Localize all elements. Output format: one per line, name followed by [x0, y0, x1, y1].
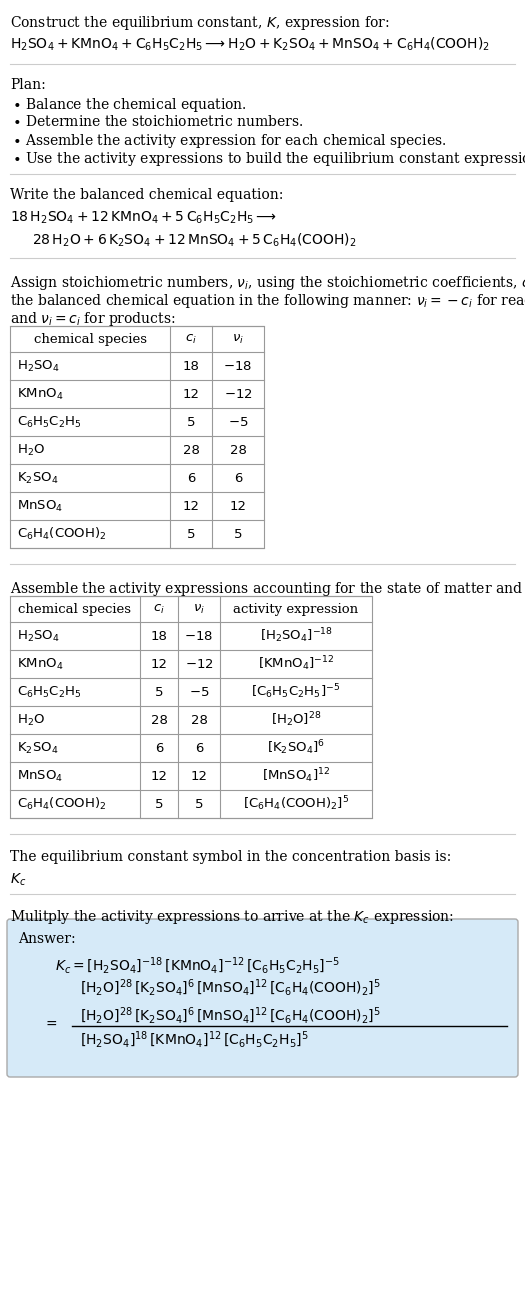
- Text: $[\mathrm{H_2O}]^{28}\,[\mathrm{K_2SO_4}]^6\,[\mathrm{MnSO_4}]^{12}\,[\mathrm{C_: $[\mathrm{H_2O}]^{28}\,[\mathrm{K_2SO_4}…: [80, 978, 381, 999]
- Text: 12: 12: [151, 657, 167, 670]
- Text: Assign stoichiometric numbers, $\nu_i$, using the stoichiometric coefficients, $: Assign stoichiometric numbers, $\nu_i$, …: [10, 274, 525, 292]
- Text: $K_c$: $K_c$: [10, 872, 26, 889]
- Text: 6: 6: [155, 741, 163, 754]
- Text: 12: 12: [183, 387, 200, 401]
- Text: $\mathrm{H_2SO_4 + KMnO_4 + C_6H_5C_2H_5 \longrightarrow H_2O + K_2SO_4 + MnSO_4: $\mathrm{H_2SO_4 + KMnO_4 + C_6H_5C_2H_5…: [10, 36, 490, 53]
- Text: 5: 5: [195, 797, 203, 810]
- Text: $\mathrm{18\,H_2SO_4 + 12\,KMnO_4 + 5\,C_6H_5C_2H_5 \longrightarrow}$: $\mathrm{18\,H_2SO_4 + 12\,KMnO_4 + 5\,C…: [10, 210, 277, 226]
- Text: $\mathrm{C_6H_4(COOH)_2}$: $\mathrm{C_6H_4(COOH)_2}$: [17, 525, 107, 542]
- Text: 28: 28: [183, 444, 200, 457]
- Text: Mulitply the activity expressions to arrive at the $K_c$ expression:: Mulitply the activity expressions to arr…: [10, 908, 454, 927]
- Text: Construct the equilibrium constant, $K$, expression for:: Construct the equilibrium constant, $K$,…: [10, 14, 390, 32]
- Text: 5: 5: [187, 415, 195, 428]
- Text: 18: 18: [183, 360, 200, 373]
- Text: 28: 28: [151, 713, 167, 726]
- Text: Assemble the activity expressions accounting for the state of matter and $\nu_i$: Assemble the activity expressions accoun…: [10, 580, 525, 598]
- Text: $[\mathrm{K_2SO_4}]^6$: $[\mathrm{K_2SO_4}]^6$: [267, 739, 325, 757]
- Text: the balanced chemical equation in the following manner: $\nu_i = -c_i$ for react: the balanced chemical equation in the fo…: [10, 292, 525, 311]
- Text: $-18$: $-18$: [184, 629, 214, 643]
- Text: 5: 5: [187, 528, 195, 541]
- Text: $[\mathrm{H_2SO_4}]^{18}\,[\mathrm{KMnO_4}]^{12}\,[\mathrm{C_6H_5C_2H_5}]^5$: $[\mathrm{H_2SO_4}]^{18}\,[\mathrm{KMnO_…: [80, 1030, 309, 1051]
- Text: 12: 12: [229, 499, 247, 512]
- Text: $-12$: $-12$: [185, 657, 213, 670]
- Text: $\mathrm{KMnO_4}$: $\mathrm{KMnO_4}$: [17, 656, 64, 672]
- Text: $K_c = [\mathrm{H_2SO_4}]^{-18}\,[\mathrm{KMnO_4}]^{-12}\,[\mathrm{C_6H_5C_2H_5}: $K_c = [\mathrm{H_2SO_4}]^{-18}\,[\mathr…: [55, 956, 340, 977]
- Text: 6: 6: [234, 471, 242, 484]
- Text: Answer:: Answer:: [18, 932, 76, 946]
- Text: $\mathrm{C_6H_5C_2H_5}$: $\mathrm{C_6H_5C_2H_5}$: [17, 414, 82, 430]
- Text: $[\mathrm{C_6H_5C_2H_5}]^{-5}$: $[\mathrm{C_6H_5C_2H_5}]^{-5}$: [251, 683, 341, 701]
- Text: $-5$: $-5$: [228, 415, 248, 428]
- Text: $[\mathrm{KMnO_4}]^{-12}$: $[\mathrm{KMnO_4}]^{-12}$: [258, 655, 334, 673]
- Text: $-18$: $-18$: [224, 360, 253, 373]
- Text: $\mathrm{H_2O}$: $\mathrm{H_2O}$: [17, 443, 45, 458]
- Text: $\mathrm{MnSO_4}$: $\mathrm{MnSO_4}$: [17, 498, 63, 514]
- Text: 28: 28: [191, 713, 207, 726]
- Text: $\mathrm{MnSO_4}$: $\mathrm{MnSO_4}$: [17, 769, 63, 784]
- Text: $\mathrm{KMnO_4}$: $\mathrm{KMnO_4}$: [17, 387, 64, 401]
- Text: activity expression: activity expression: [234, 603, 359, 616]
- Text: $[\mathrm{H_2O}]^{28}$: $[\mathrm{H_2O}]^{28}$: [271, 710, 321, 730]
- Text: $\mathrm{K_2SO_4}$: $\mathrm{K_2SO_4}$: [17, 471, 58, 485]
- Text: $-12$: $-12$: [224, 387, 253, 401]
- Bar: [10, 597, 372, 818]
- Text: $\mathrm{C_6H_4(COOH)_2}$: $\mathrm{C_6H_4(COOH)_2}$: [17, 796, 107, 813]
- Text: and $\nu_i = c_i$ for products:: and $\nu_i = c_i$ for products:: [10, 311, 175, 327]
- Text: chemical species: chemical species: [34, 333, 146, 345]
- Text: $[\mathrm{H_2O}]^{28}\,[\mathrm{K_2SO_4}]^6\,[\mathrm{MnSO_4}]^{12}\,[\mathrm{C_: $[\mathrm{H_2O}]^{28}\,[\mathrm{K_2SO_4}…: [80, 1005, 381, 1026]
- Text: 18: 18: [151, 629, 167, 643]
- Text: $=$: $=$: [43, 1016, 58, 1030]
- Text: 6: 6: [187, 471, 195, 484]
- Text: 5: 5: [234, 528, 242, 541]
- Text: Plan:: Plan:: [10, 78, 46, 92]
- Text: 6: 6: [195, 741, 203, 754]
- Text: 5: 5: [155, 797, 163, 810]
- Text: $\bullet$ Assemble the activity expression for each chemical species.: $\bullet$ Assemble the activity expressi…: [12, 132, 446, 150]
- Text: $\mathrm{H_2SO_4}$: $\mathrm{H_2SO_4}$: [17, 358, 60, 374]
- Text: $\bullet$ Balance the chemical equation.: $\bullet$ Balance the chemical equation.: [12, 96, 247, 114]
- Text: $\mathrm{C_6H_5C_2H_5}$: $\mathrm{C_6H_5C_2H_5}$: [17, 685, 82, 700]
- Text: 12: 12: [191, 770, 207, 783]
- Text: $-5$: $-5$: [189, 686, 209, 699]
- Text: $\mathrm{K_2SO_4}$: $\mathrm{K_2SO_4}$: [17, 740, 58, 756]
- Bar: [10, 326, 264, 547]
- Text: $\bullet$ Use the activity expressions to build the equilibrium constant express: $\bullet$ Use the activity expressions t…: [12, 150, 525, 168]
- Text: $[\mathrm{MnSO_4}]^{12}$: $[\mathrm{MnSO_4}]^{12}$: [262, 766, 330, 785]
- Text: $\bullet$ Determine the stoichiometric numbers.: $\bullet$ Determine the stoichiometric n…: [12, 114, 303, 129]
- Text: $\nu_i$: $\nu_i$: [232, 333, 244, 345]
- Text: $\nu_i$: $\nu_i$: [193, 603, 205, 616]
- Text: 12: 12: [151, 770, 167, 783]
- Text: $[\mathrm{H_2SO_4}]^{-18}$: $[\mathrm{H_2SO_4}]^{-18}$: [259, 626, 332, 646]
- FancyBboxPatch shape: [7, 919, 518, 1077]
- Text: Write the balanced chemical equation:: Write the balanced chemical equation:: [10, 188, 284, 202]
- Text: chemical species: chemical species: [18, 603, 131, 616]
- Text: 12: 12: [183, 499, 200, 512]
- Text: $[\mathrm{C_6H_4(COOH)_2}]^5$: $[\mathrm{C_6H_4(COOH)_2}]^5$: [243, 795, 349, 814]
- Text: The equilibrium constant symbol in the concentration basis is:: The equilibrium constant symbol in the c…: [10, 850, 452, 864]
- Text: $c_i$: $c_i$: [153, 603, 165, 616]
- Text: $\mathrm{H_2SO_4}$: $\mathrm{H_2SO_4}$: [17, 629, 60, 643]
- Text: $\mathrm{28\,H_2O + 6\,K_2SO_4 + 12\,MnSO_4 + 5\,C_6H_4(COOH)_2}$: $\mathrm{28\,H_2O + 6\,K_2SO_4 + 12\,MnS…: [32, 232, 356, 250]
- Text: $\mathrm{H_2O}$: $\mathrm{H_2O}$: [17, 713, 45, 727]
- Text: $c_i$: $c_i$: [185, 333, 197, 345]
- Text: 5: 5: [155, 686, 163, 699]
- Text: 28: 28: [229, 444, 246, 457]
